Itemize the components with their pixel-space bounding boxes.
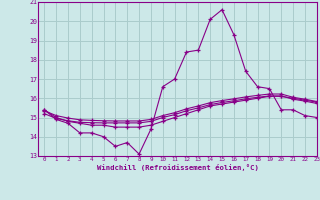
X-axis label: Windchill (Refroidissement éolien,°C): Windchill (Refroidissement éolien,°C) (97, 164, 259, 171)
